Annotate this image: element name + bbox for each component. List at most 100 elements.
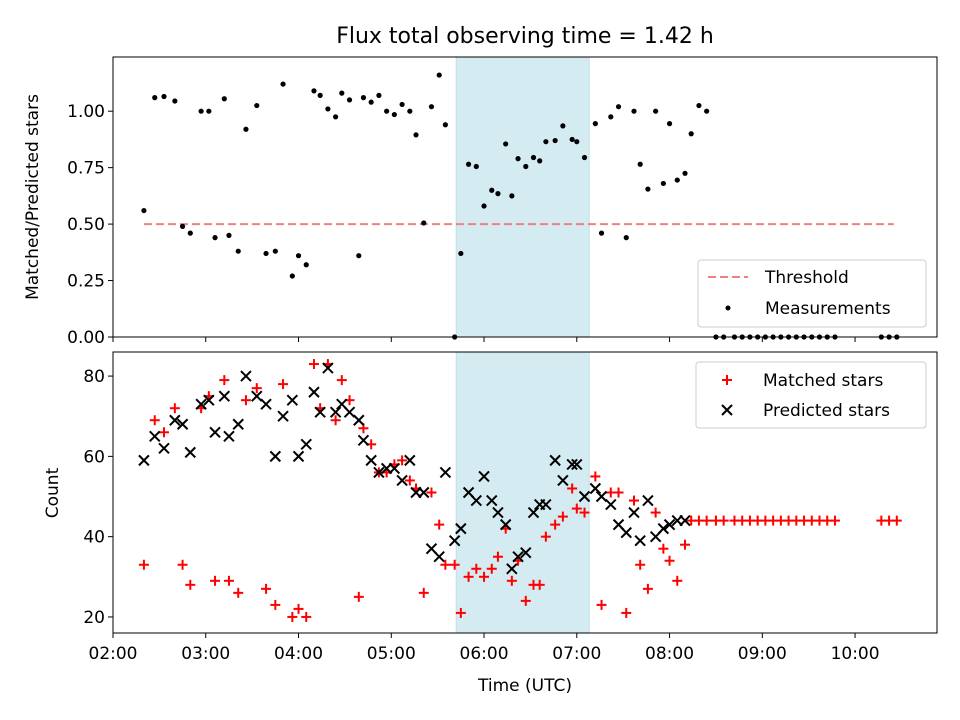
measurement-point: [428, 104, 435, 110]
x-tick-label: 10:00: [831, 644, 880, 664]
matched-star-point: [251, 383, 262, 394]
y-tick-label: 40: [83, 528, 105, 548]
predicted-star-point: [365, 454, 377, 467]
matched-star-point: [233, 587, 244, 598]
matched-star-point: [650, 507, 661, 518]
predicted-star-point: [520, 547, 532, 559]
measurement-point: [407, 108, 413, 114]
top-legend: Threshold Measurements: [697, 259, 927, 328]
measurement-point: [560, 123, 566, 129]
matched-star-point: [463, 571, 474, 582]
legend-threshold-label: Threshold: [764, 268, 849, 288]
predicted-star-point: [209, 426, 221, 438]
matched-star-point: [621, 607, 632, 618]
bottom-shaded-span: [455, 351, 590, 634]
predicted-star-point: [203, 394, 215, 406]
y-tick-label: 20: [83, 608, 105, 628]
measurement-point: [688, 131, 694, 137]
measurement-point: [598, 230, 605, 236]
y-tick-label: 0.00: [67, 328, 105, 348]
matched-star-point: [557, 511, 568, 522]
predicted-star-point: [343, 406, 356, 418]
predicted-star-point: [329, 406, 342, 418]
x-tick-label: 08:00: [645, 644, 694, 664]
measurement-point: [413, 132, 419, 138]
measurement-point: [376, 92, 382, 98]
predicted-star-point: [492, 506, 504, 519]
measurement-point: [481, 203, 487, 209]
top-x-ticks: [112, 337, 856, 342]
measurement-point: [608, 114, 614, 120]
matched-star-point: [177, 559, 188, 570]
x-tick-label: 05:00: [367, 644, 416, 664]
measurement-point: [552, 137, 558, 144]
measurement-point: [623, 235, 629, 241]
predicted-star-point: [448, 534, 461, 547]
measurement-point: [442, 122, 448, 128]
measurement-point: [436, 72, 442, 78]
measurement-point: [495, 191, 501, 197]
y-tick-label: 0.50: [67, 215, 105, 235]
measurement-point: [421, 220, 427, 226]
matched-star-point: [434, 519, 445, 530]
matched-star-point: [223, 575, 234, 586]
measurement-point: [682, 170, 688, 176]
measurement-point: [272, 248, 278, 254]
measurement-point: [660, 180, 666, 187]
y-tick-label: 0.25: [67, 272, 105, 292]
measurement-point: [198, 108, 204, 114]
legend-matched-label: Matched stars: [763, 371, 883, 391]
measurement-point: [356, 253, 362, 259]
matched-star-point: [138, 559, 149, 570]
predicted-star-point: [527, 506, 540, 519]
predicted-stars-points: [138, 362, 691, 575]
measurement-point: [141, 207, 147, 214]
predicted-star-point: [433, 551, 445, 563]
bottom-legend-box: [695, 361, 927, 429]
predicted-star-point: [657, 522, 670, 535]
predicted-star-point: [634, 534, 646, 547]
bottom-y-ticks: 20 40 60 80: [83, 367, 113, 628]
bottom-x-ticks: 02:00 03:00 04:00 05:00 06:00 07:00 08:00 09:00…: [89, 633, 880, 664]
measurement-point: [221, 96, 227, 102]
measurement-point: [295, 253, 302, 259]
legend-measurements-swatch: [725, 305, 731, 311]
measurement-point: [458, 250, 464, 257]
matched-star-point: [506, 575, 517, 586]
matched-star-point: [579, 507, 590, 518]
predicted-star-point: [478, 470, 490, 483]
predicted-star-point: [566, 458, 578, 471]
measurement-point: [637, 161, 643, 167]
measurement-point: [263, 250, 269, 257]
matched-star-point: [455, 607, 466, 618]
predicted-star-point: [620, 526, 632, 539]
measurement-point: [674, 177, 680, 183]
measurement-point: [303, 262, 309, 268]
measurement-point: [179, 223, 186, 229]
matched-star-point: [240, 395, 251, 406]
matched-star-point: [293, 603, 304, 614]
predicted-star-point: [292, 450, 305, 463]
matched-star-point: [404, 475, 415, 486]
predicted-star-point: [578, 490, 591, 503]
predicted-star-point: [663, 518, 676, 531]
matched-star-point: [471, 563, 482, 574]
measurement-point: [325, 106, 331, 112]
legend-measurements-label: Measurements: [765, 299, 891, 319]
matched-star-point: [590, 471, 601, 482]
matched-star-point: [210, 575, 221, 586]
predicted-star-point: [158, 442, 170, 455]
legend-matched-swatch: [722, 375, 732, 385]
matched-star-point: [287, 611, 298, 622]
matched-star-point: [664, 555, 675, 566]
measurement-point: [212, 235, 218, 241]
legend-predicted-swatch: [721, 404, 733, 416]
predicted-star-point: [300, 438, 312, 451]
matched-star-point: [308, 359, 319, 370]
matched-star-point: [169, 403, 180, 414]
predicted-star-point: [455, 522, 467, 535]
predicted-star-point: [506, 563, 518, 575]
measurement-point: [489, 187, 495, 193]
predicted-star-point: [308, 386, 320, 398]
measurement-point: [317, 92, 323, 98]
